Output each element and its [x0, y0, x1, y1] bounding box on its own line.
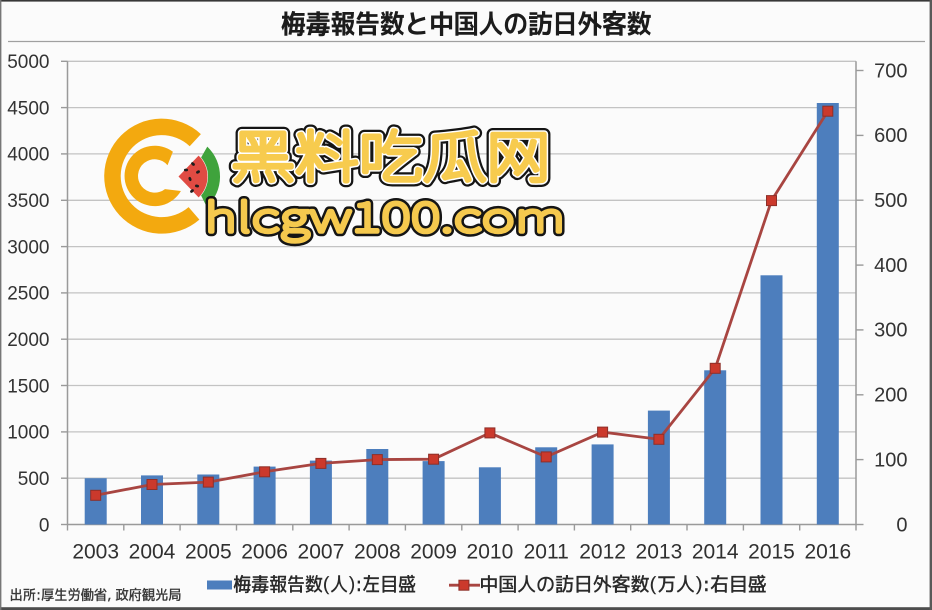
svg-text:2011: 2011 — [524, 541, 569, 564]
svg-text:300: 300 — [874, 320, 907, 342]
svg-text:700: 700 — [874, 60, 907, 82]
svg-text:2006: 2006 — [241, 541, 288, 564]
svg-text:1500: 1500 — [7, 376, 49, 397]
svg-text:500: 500 — [874, 190, 907, 212]
svg-text:600: 600 — [874, 125, 907, 147]
svg-text:2003: 2003 — [72, 541, 119, 564]
svg-text:2012: 2012 — [579, 541, 626, 564]
svg-text:2009: 2009 — [410, 541, 457, 564]
svg-text:4500: 4500 — [7, 98, 49, 119]
svg-text:0: 0 — [896, 514, 907, 536]
svg-text:500: 500 — [18, 469, 50, 490]
svg-text:2014: 2014 — [692, 541, 739, 564]
svg-text:400: 400 — [874, 255, 907, 277]
svg-text:5000: 5000 — [7, 52, 49, 73]
svg-text:2010: 2010 — [467, 541, 514, 564]
svg-text:2007: 2007 — [298, 541, 345, 564]
svg-text:2016: 2016 — [804, 541, 851, 564]
svg-text:2015: 2015 — [748, 541, 795, 564]
svg-text:100: 100 — [874, 449, 907, 471]
svg-text:0: 0 — [39, 515, 50, 536]
svg-text:2004: 2004 — [129, 541, 176, 564]
svg-text:3500: 3500 — [7, 191, 49, 212]
svg-text:2000: 2000 — [7, 330, 49, 351]
svg-text:2005: 2005 — [185, 541, 232, 564]
svg-text:4000: 4000 — [7, 145, 49, 166]
svg-text:2013: 2013 — [636, 541, 683, 564]
svg-text:3000: 3000 — [7, 237, 49, 258]
svg-text:1000: 1000 — [7, 423, 49, 444]
svg-text:200: 200 — [874, 385, 907, 407]
svg-text:2008: 2008 — [354, 541, 401, 564]
svg-text:2500: 2500 — [7, 284, 49, 305]
